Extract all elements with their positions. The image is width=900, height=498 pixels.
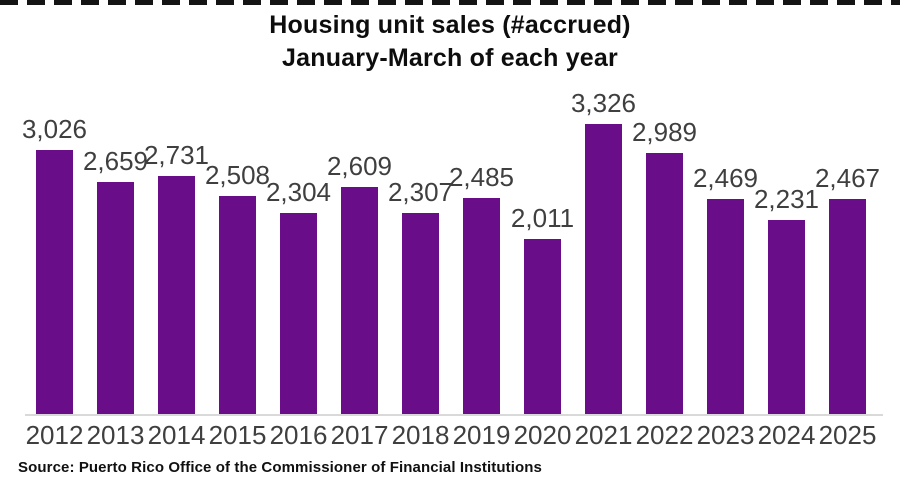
x-tick-2017: 2017 [330, 420, 389, 450]
bar-value-label-2015: 2,508 [204, 160, 271, 190]
bar-2022 [646, 153, 683, 415]
bar-value-label-2024: 2,231 [753, 184, 820, 214]
bar-value-label-2023: 2,469 [692, 163, 759, 193]
bar-value-label-2014: 2,731 [143, 140, 210, 170]
bar-2021 [585, 124, 622, 415]
bar-2019 [463, 198, 500, 415]
bar-value-label-2021: 3,326 [570, 88, 637, 118]
bar-value-label-2022: 2,989 [631, 117, 698, 147]
x-tick-2015: 2015 [208, 420, 267, 450]
x-tick-2025: 2025 [818, 420, 877, 450]
bar-value-label-2016: 2,304 [265, 177, 332, 207]
bar-value-label-2017: 2,609 [326, 151, 393, 181]
x-tick-2012: 2012 [25, 420, 84, 450]
bar-2018 [402, 213, 439, 415]
source-attribution: Source: Puerto Rico Office of the Commis… [18, 459, 542, 476]
x-tick-2013: 2013 [86, 420, 145, 450]
x-tick-2020: 2020 [513, 420, 572, 450]
x-tick-2014: 2014 [147, 420, 206, 450]
x-tick-2023: 2023 [696, 420, 755, 450]
bar-value-label-2013: 2,659 [82, 146, 149, 176]
bar-2015 [219, 196, 256, 415]
x-tick-2024: 2024 [757, 420, 816, 450]
x-tick-2018: 2018 [391, 420, 450, 450]
x-tick-2021: 2021 [574, 420, 633, 450]
x-axis-tick-labels: 2012 2013 2014 2015 2016 2017 2018 2019 2020 2021… [0, 420, 900, 452]
bar-value-label-2018: 2,307 [387, 177, 454, 207]
bar-2023 [707, 199, 744, 415]
bar-2016 [280, 213, 317, 415]
x-axis-line [25, 414, 883, 416]
chart-subtitle: January-March of each year [282, 44, 618, 72]
bar-2024 [768, 220, 805, 415]
bar-2012 [36, 150, 73, 415]
top-dashed-border [0, 0, 900, 5]
x-tick-2016: 2016 [269, 420, 328, 450]
bar-2025 [829, 199, 866, 415]
chart-title: Housing unit sales (#accrued) [269, 11, 631, 39]
bar-value-label-2020: 2,011 [510, 203, 575, 233]
bar-value-label-2025: 2,467 [814, 163, 881, 193]
x-tick-2019: 2019 [452, 420, 511, 450]
bar-chart-plot-area: 3,026 2,659 2,731 2,508 2,304 2,609 2,307 2,485… [21, 88, 881, 415]
bar-2013 [97, 182, 134, 415]
bar-2020 [524, 239, 561, 415]
bar-2017 [341, 187, 378, 415]
x-tick-2022: 2022 [635, 420, 694, 450]
bar-value-label-2012: 3,026 [21, 114, 88, 144]
bar-2014 [158, 176, 195, 415]
bar-value-label-2019: 2,485 [448, 162, 515, 192]
chart-title-block: Housing unit sales (#accrued) January-Ma… [0, 9, 900, 75]
